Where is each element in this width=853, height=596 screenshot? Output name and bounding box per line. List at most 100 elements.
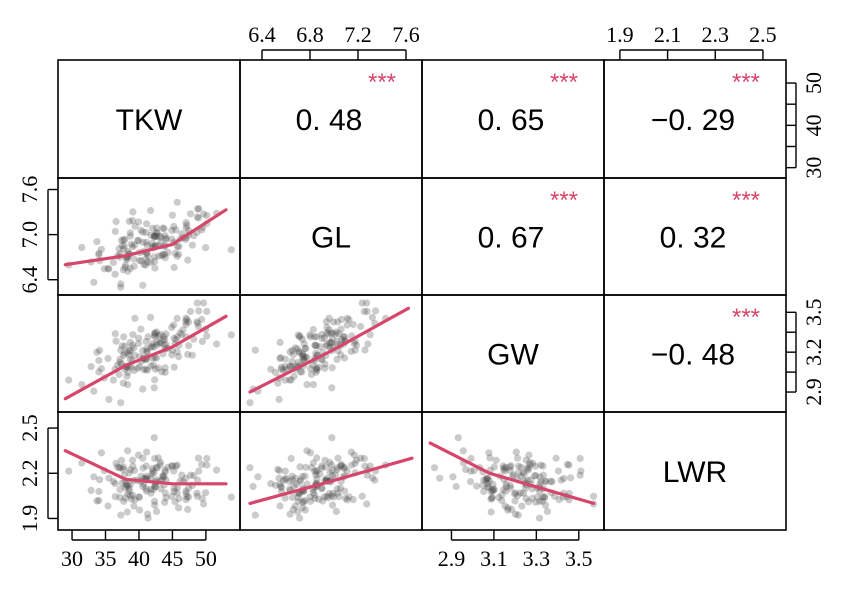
data-point <box>340 464 348 473</box>
data-point <box>203 307 211 315</box>
data-point <box>194 454 203 462</box>
data-point <box>151 333 159 341</box>
data-point <box>124 381 132 389</box>
data-point <box>78 243 86 252</box>
data-point <box>130 344 138 352</box>
data-point <box>306 493 314 501</box>
data-point <box>537 461 545 469</box>
data-point <box>507 462 515 470</box>
data-point <box>195 205 203 213</box>
data-point <box>120 497 128 505</box>
data-point <box>122 480 130 488</box>
data-point <box>539 462 547 470</box>
data-point <box>182 318 190 326</box>
data-point <box>277 483 285 491</box>
data-point <box>298 472 307 480</box>
data-point <box>112 337 120 345</box>
data-point <box>178 471 186 479</box>
data-point <box>115 245 123 253</box>
data-point <box>294 358 302 366</box>
tick-label: 3.5 <box>801 299 826 327</box>
tick-label: 50 <box>801 72 826 94</box>
data-point <box>126 492 134 500</box>
tick-label: 3.3 <box>523 546 551 571</box>
data-point <box>506 481 514 489</box>
data-point <box>139 464 147 472</box>
data-point <box>291 502 299 510</box>
data-point <box>126 229 134 237</box>
data-point <box>502 463 510 471</box>
data-point <box>114 463 122 471</box>
data-point <box>200 299 208 307</box>
tick-label: 30 <box>801 157 826 179</box>
data-point <box>537 477 545 486</box>
data-point <box>128 341 137 349</box>
data-point <box>277 354 285 362</box>
data-point <box>536 473 544 481</box>
data-point <box>155 332 163 340</box>
data-point <box>78 381 86 389</box>
data-point <box>93 348 101 356</box>
data-point <box>202 244 210 252</box>
data-point <box>302 463 310 471</box>
data-point <box>120 333 128 341</box>
data-point <box>202 489 210 497</box>
data-point <box>452 482 460 491</box>
data-point <box>275 467 283 475</box>
data-point <box>119 465 127 473</box>
data-point <box>338 462 346 470</box>
data-point <box>296 463 304 471</box>
data-point <box>128 456 137 464</box>
tick-label: 2.2 <box>17 460 42 488</box>
data-point <box>277 363 286 371</box>
data-point <box>96 476 104 484</box>
data-point <box>303 381 311 389</box>
data-point <box>162 330 170 338</box>
data-point <box>295 348 303 357</box>
data-point <box>131 351 139 359</box>
data-point <box>277 483 285 491</box>
data-point <box>160 473 168 481</box>
data-point <box>349 320 357 329</box>
data-point <box>120 242 128 250</box>
data-point <box>488 486 496 494</box>
data-point <box>321 364 329 372</box>
correlation-value-tkw-gl: 0. 48 <box>296 104 363 137</box>
data-point <box>150 232 158 240</box>
data-point <box>90 473 98 481</box>
data-point <box>286 478 294 486</box>
data-point <box>288 346 296 354</box>
data-point <box>530 472 539 480</box>
data-point <box>144 348 152 356</box>
data-point <box>522 494 530 503</box>
data-point <box>105 265 113 273</box>
data-point <box>109 258 117 266</box>
data-point <box>190 472 198 480</box>
smooth-line-gw-vs-tkw <box>63 314 228 401</box>
data-point <box>511 497 519 505</box>
axis-top-gl: 6.4 6.8 7.2 7.6 <box>248 22 420 60</box>
data-point <box>533 493 542 501</box>
data-point <box>117 346 125 354</box>
data-point <box>541 493 549 501</box>
data-point <box>345 493 353 501</box>
data-point <box>291 344 299 352</box>
data-point <box>526 461 534 469</box>
data-point <box>350 451 358 459</box>
data-point <box>277 365 285 373</box>
tick-label: 6.4 <box>17 266 42 294</box>
data-point <box>134 339 143 348</box>
data-point <box>551 492 559 500</box>
data-point <box>279 476 287 484</box>
data-point <box>162 494 170 502</box>
data-point <box>203 461 211 469</box>
data-point <box>125 487 133 495</box>
data-point <box>121 263 129 272</box>
axis-right-gw: 2.9 3.2 3.5 <box>786 299 826 406</box>
data-point <box>309 325 317 334</box>
data-point <box>343 496 351 504</box>
data-point <box>328 335 336 343</box>
data-point <box>193 318 201 326</box>
data-point <box>307 464 315 472</box>
data-point <box>127 495 135 503</box>
